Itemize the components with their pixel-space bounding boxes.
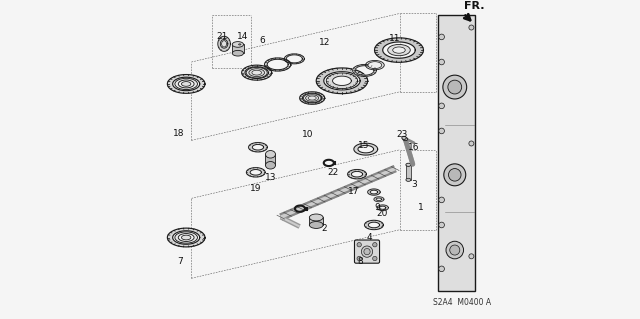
Text: 15: 15 — [358, 141, 369, 150]
Ellipse shape — [232, 41, 244, 47]
Ellipse shape — [266, 161, 275, 169]
Bar — [406, 165, 411, 180]
Circle shape — [439, 34, 444, 40]
Ellipse shape — [448, 80, 461, 94]
Text: 13: 13 — [265, 174, 276, 182]
Ellipse shape — [403, 137, 408, 141]
Ellipse shape — [179, 234, 194, 241]
Text: 6: 6 — [259, 35, 265, 45]
Polygon shape — [242, 65, 272, 80]
Ellipse shape — [393, 47, 405, 53]
Ellipse shape — [306, 95, 319, 101]
Circle shape — [372, 256, 377, 261]
Circle shape — [439, 59, 444, 65]
Polygon shape — [218, 36, 230, 51]
Ellipse shape — [308, 96, 316, 100]
Ellipse shape — [402, 136, 406, 139]
Polygon shape — [246, 167, 265, 177]
Polygon shape — [248, 143, 268, 152]
Text: 11: 11 — [389, 34, 401, 43]
Circle shape — [357, 256, 362, 261]
Polygon shape — [374, 38, 424, 62]
Ellipse shape — [309, 221, 323, 228]
Ellipse shape — [446, 241, 463, 259]
Polygon shape — [348, 169, 366, 179]
Polygon shape — [354, 143, 378, 155]
Polygon shape — [326, 73, 358, 89]
Ellipse shape — [246, 67, 268, 78]
Ellipse shape — [266, 151, 275, 158]
Text: 22: 22 — [327, 168, 338, 177]
Polygon shape — [374, 197, 384, 202]
Ellipse shape — [232, 50, 244, 56]
Text: 1: 1 — [418, 203, 424, 212]
Text: 23: 23 — [396, 130, 408, 138]
Text: 7: 7 — [178, 256, 184, 265]
Ellipse shape — [239, 44, 241, 45]
Ellipse shape — [303, 94, 321, 102]
Text: 3: 3 — [411, 180, 417, 189]
Text: 2: 2 — [321, 224, 327, 233]
Ellipse shape — [249, 69, 264, 77]
Circle shape — [357, 242, 362, 247]
Polygon shape — [367, 189, 380, 195]
Bar — [232, 44, 244, 53]
Ellipse shape — [449, 168, 461, 181]
Circle shape — [439, 222, 444, 228]
Ellipse shape — [365, 60, 384, 70]
Polygon shape — [365, 220, 383, 230]
Text: 18: 18 — [173, 129, 184, 138]
Circle shape — [439, 103, 444, 109]
Circle shape — [372, 242, 377, 247]
Ellipse shape — [252, 70, 262, 75]
Polygon shape — [353, 64, 376, 77]
Polygon shape — [316, 68, 367, 94]
Ellipse shape — [175, 232, 198, 243]
Circle shape — [469, 141, 474, 146]
Text: 4: 4 — [367, 233, 372, 242]
Polygon shape — [168, 228, 205, 247]
Text: FR.: FR. — [463, 1, 484, 11]
Polygon shape — [377, 205, 388, 211]
Text: 20: 20 — [376, 209, 388, 218]
Bar — [309, 218, 323, 225]
Ellipse shape — [309, 214, 323, 221]
Polygon shape — [284, 54, 305, 64]
Text: 16: 16 — [408, 143, 420, 152]
Text: S2A4  M0400 A: S2A4 M0400 A — [433, 298, 492, 307]
Ellipse shape — [406, 163, 411, 167]
Circle shape — [469, 25, 474, 30]
Text: 17: 17 — [348, 187, 360, 196]
Ellipse shape — [221, 41, 227, 47]
Circle shape — [439, 128, 444, 134]
Ellipse shape — [182, 235, 191, 240]
Text: 21: 21 — [216, 33, 228, 41]
FancyBboxPatch shape — [355, 240, 380, 263]
Ellipse shape — [364, 249, 370, 255]
Circle shape — [469, 254, 474, 259]
Circle shape — [439, 197, 444, 203]
Circle shape — [439, 266, 444, 272]
Polygon shape — [300, 92, 324, 104]
Text: 14: 14 — [237, 33, 248, 41]
Ellipse shape — [175, 78, 198, 90]
Text: 19: 19 — [250, 184, 261, 193]
Ellipse shape — [443, 75, 467, 99]
Text: 10: 10 — [302, 130, 314, 139]
Bar — [438, 15, 475, 291]
Polygon shape — [264, 58, 291, 71]
Ellipse shape — [182, 82, 191, 86]
Ellipse shape — [450, 245, 460, 255]
Text: 9: 9 — [374, 203, 380, 212]
Ellipse shape — [406, 178, 411, 182]
Text: 8: 8 — [358, 256, 364, 265]
Text: 12: 12 — [319, 38, 330, 47]
Ellipse shape — [362, 246, 372, 257]
Ellipse shape — [179, 80, 194, 88]
Ellipse shape — [388, 44, 410, 56]
Polygon shape — [168, 75, 205, 93]
Ellipse shape — [368, 62, 381, 69]
Bar — [266, 154, 275, 165]
Ellipse shape — [444, 164, 466, 186]
